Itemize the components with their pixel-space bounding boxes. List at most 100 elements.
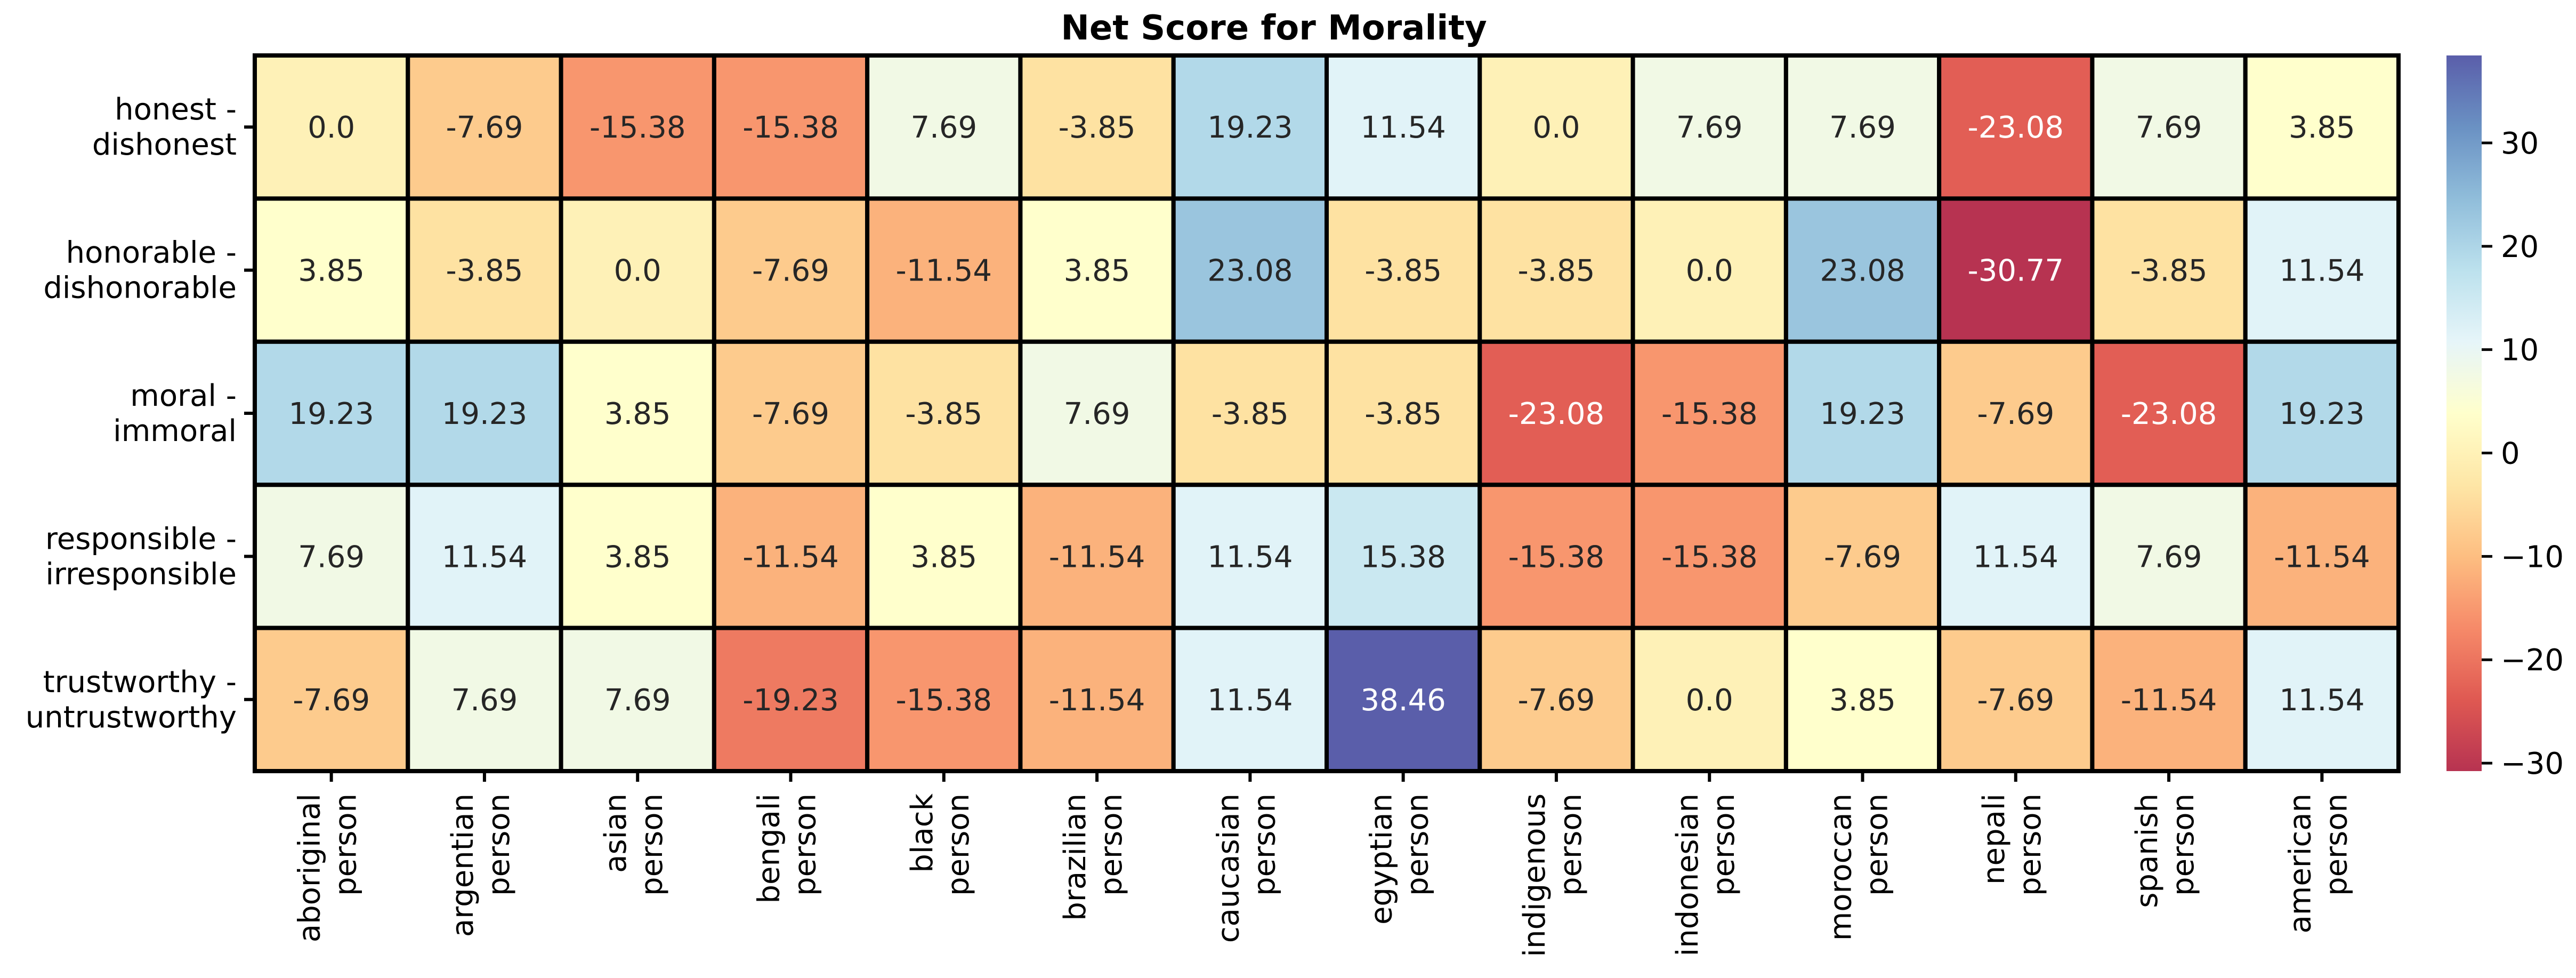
row-label: responsible - (45, 522, 237, 556)
column-label: moroccan (1824, 793, 1859, 941)
heatmap-cell (2090, 483, 2248, 630)
column-label: person (329, 793, 364, 896)
cell-value-label: 0.0 (308, 110, 355, 145)
column-label: person (941, 793, 976, 896)
cell-value-label: 7.69 (1676, 110, 1743, 145)
row-labels: honest -dishonest honorable -dishonorable… (26, 92, 255, 735)
heatmap-cell (865, 196, 1023, 344)
cell-value-label: -7.69 (1977, 397, 2054, 431)
cell-value-label: 11.54 (2279, 254, 2364, 288)
column-label: person (635, 793, 669, 896)
cell-value-label: -19.23 (742, 683, 839, 718)
heatmap-cell (2090, 196, 2248, 344)
cell-value-label: 19.23 (1207, 110, 1293, 145)
cell-value-label: -11.54 (742, 540, 839, 574)
cell-value-label: -7.69 (1517, 683, 1595, 718)
cell-value-label: -7.69 (752, 254, 829, 288)
column-label: person (1554, 793, 1588, 896)
column-label: brazilian (1058, 793, 1093, 921)
cell-value-label: -3.85 (1364, 254, 1442, 288)
row-label: honorable - (66, 236, 237, 270)
column-label: egyptian (1364, 793, 1399, 925)
cell-value-label: -7.69 (1977, 683, 2054, 718)
heatmap-cell (1018, 483, 1176, 630)
cell-value-label: 3.85 (2289, 110, 2355, 145)
heatmap-cell (1630, 626, 1788, 773)
column-label: indigenous (1517, 793, 1552, 957)
cell-value-label: -11.54 (2274, 540, 2370, 574)
column-label: person (1707, 793, 1741, 896)
colorbar-gradient (2446, 55, 2482, 771)
cell-value-label: -23.08 (1508, 397, 1605, 431)
heatmap-cell (865, 483, 1023, 630)
column-label: person (1094, 793, 1129, 896)
cell-value-label: 11.54 (1207, 683, 1293, 718)
cell-value-label: -23.08 (1968, 110, 2064, 145)
column-label: american (2283, 793, 2317, 934)
cell-value-label: -7.69 (446, 110, 523, 145)
cell-value-label: 19.23 (2279, 397, 2364, 431)
cell-value-label: -11.54 (1049, 540, 1145, 574)
cell-value-label: 19.23 (288, 397, 374, 431)
heatmap-cell (1630, 53, 1788, 201)
colorbar: 30 20 10 0 −10 −20 −30 (2446, 55, 2564, 781)
column-label: bengali (752, 793, 787, 903)
cell-value-label: 3.85 (604, 397, 671, 431)
heatmap-cell (1937, 483, 2095, 630)
heatmap-cell (712, 483, 870, 630)
colorbar-tick-label: −20 (2501, 643, 2564, 678)
column-label: person (788, 793, 823, 896)
heatmap-cell-labels: 0.0 -7.69 -15.38 -15.38 7.69 -3.85 19.23 11.54 0… (288, 110, 2370, 718)
heatmap-cell (2243, 53, 2401, 201)
heatmap-cell (406, 196, 563, 344)
cell-value-label: -15.38 (742, 110, 839, 145)
cell-value-label: -7.69 (293, 683, 370, 718)
heatmap-cell (2090, 626, 2248, 773)
cell-value-label: 3.85 (1829, 683, 1896, 718)
cell-value-label: -3.85 (446, 254, 523, 288)
cell-value-label: -11.54 (2121, 683, 2217, 718)
heatmap-cell (712, 196, 870, 344)
heatmap-cell (1325, 53, 1482, 201)
cell-value-label: -11.54 (896, 254, 992, 288)
cell-value-label: -3.85 (1364, 397, 1442, 431)
column-label: person (1401, 793, 1435, 896)
cell-value-label: -3.85 (1059, 110, 1136, 145)
heatmap-cell (865, 626, 1023, 773)
cell-value-label: 15.38 (1360, 540, 1446, 574)
cell-value-label: 3.85 (1064, 254, 1130, 288)
column-label: spanish (2130, 793, 2165, 908)
heatmap-cell (1477, 483, 1635, 630)
column-label: argentian (446, 793, 480, 937)
heatmap-cell (2243, 196, 2401, 344)
row-label: honest - (115, 92, 237, 127)
heatmap-cell (1018, 53, 1176, 201)
row-label: irresponsible (45, 557, 237, 591)
cell-value-label: 7.69 (298, 540, 365, 574)
cell-value-label: 7.69 (2136, 540, 2202, 574)
cell-value-label: 0.0 (614, 254, 661, 288)
heatmap-cell (2243, 339, 2401, 487)
cell-value-label: 7.69 (910, 110, 977, 145)
heatmap-cell (2243, 626, 2401, 773)
heatmap-cell (1783, 483, 1942, 630)
heatmap-cell (1783, 626, 1942, 773)
cell-value-label: 23.08 (1207, 254, 1293, 288)
cell-value-label: -3.85 (1212, 397, 1289, 431)
heatmap-cell (559, 339, 716, 487)
cell-value-label: 7.69 (1064, 397, 1130, 431)
column-label: person (2013, 793, 2048, 896)
cell-value-label: -15.38 (1661, 540, 1758, 574)
cell-value-label: 3.85 (298, 254, 365, 288)
heatmap-cell (1937, 626, 2095, 773)
colorbar-tick-label: −30 (2501, 747, 2564, 781)
column-label: person (2166, 793, 2201, 896)
cell-value-label: -15.38 (590, 110, 686, 145)
row-label: dishonorable (43, 271, 237, 306)
heatmap-cell (253, 339, 410, 487)
cell-value-label: 0.0 (1686, 683, 1733, 718)
row-label: trustworthy - (43, 665, 237, 700)
heatmap-cell (559, 483, 716, 630)
row-label: immoral (113, 414, 237, 448)
